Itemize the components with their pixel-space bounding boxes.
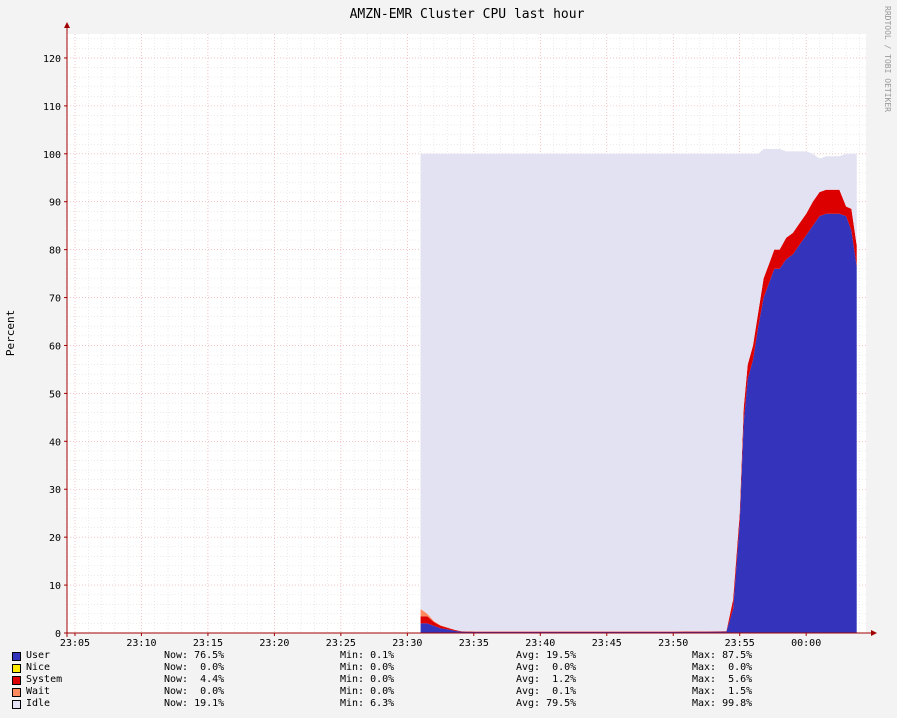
legend-avg-value: Avg: 0.0% [516, 662, 577, 673]
axes [64, 22, 877, 637]
legend-swatch [12, 676, 21, 685]
legend-now-value: Now: 0.0% [164, 662, 225, 673]
area-user [420, 213, 857, 633]
cpu-chart: AMZN-EMR Cluster CPU last hour RRDTOOL /… [4, 6, 892, 649]
legend-now-value: Now: 0.0% [164, 686, 225, 697]
legend-swatch [12, 664, 21, 673]
x-tick-label: 23:10 [126, 638, 156, 649]
x-tick-label: 23:50 [658, 638, 688, 649]
x-tick-labels: 23:05 23:10 23:15 23:20 23:25 23:30 23:35 23:40… [60, 638, 821, 649]
legend-avg-value: Avg: 1.2% [516, 674, 577, 685]
legend-series-name: User [26, 650, 51, 661]
x-tick-label: 23:40 [525, 638, 555, 649]
rrdtool-watermark: RRDTOOL / TOBI OETIKER [883, 6, 892, 112]
x-tick-label: 23:35 [459, 638, 489, 649]
legend-min-value: Min: 0.1% [340, 650, 395, 661]
x-tick-label: 23:25 [326, 638, 356, 649]
y-tick-label: 80 [49, 246, 61, 257]
legend-series-name: Nice [26, 662, 51, 673]
legend-swatch [12, 688, 21, 697]
legend-max-value: Max: 5.6% [692, 674, 753, 685]
legend-series-name: Wait [26, 686, 51, 697]
legend-min-value: Min: 0.0% [340, 674, 395, 685]
chart-title: AMZN-EMR Cluster CPU last hour [350, 7, 585, 22]
legend-row-system: System Now: 4.4% Min: 0.0% Avg: 1.2% Max: 5.… [0, 674, 897, 686]
y-tick-label: 110 [43, 102, 61, 113]
x-axis-arrow [871, 630, 877, 636]
legend-swatch [12, 700, 21, 709]
legend-avg-value: Avg: 0.1% [516, 686, 577, 697]
y-tick-label: 70 [49, 294, 61, 305]
legend-max-value: Max: 0.0% [692, 662, 753, 673]
legend-max-value: Max: 87.5% [692, 650, 753, 661]
area-idle [420, 149, 857, 632]
legend-min-value: Min: 6.3% [340, 698, 395, 709]
y-tick-labels: 0 10 20 30 40 50 60 70 80 90 100 110 120 [43, 54, 61, 640]
y-axis-label: Percent [4, 310, 17, 356]
x-tick-label: 23:20 [259, 638, 289, 649]
stacked-areas [420, 149, 857, 633]
legend-row-user: User Now: 76.5% Min: 0.1% Avg: 19.5% Max: 87… [0, 650, 897, 662]
x-tick-label: 23:05 [60, 638, 90, 649]
x-tick-label: 00:00 [791, 638, 821, 649]
legend-min-value: Min: 0.0% [340, 686, 395, 697]
legend-avg-value: Avg: 19.5% [516, 650, 577, 661]
y-tick-label: 0 [55, 629, 61, 640]
legend-now-value: Now: 4.4% [164, 674, 225, 685]
x-tick-label: 23:55 [725, 638, 755, 649]
legend-swatch [12, 652, 21, 661]
y-tick-label: 10 [49, 581, 61, 592]
legend-now-value: Now: 76.5% [164, 650, 225, 661]
legend-series-name: Idle [26, 698, 51, 709]
x-tick-label: 23:30 [392, 638, 422, 649]
legend-avg-value: Avg: 79.5% [516, 698, 577, 709]
legend-min-value: Min: 0.0% [340, 662, 395, 673]
legend-row-wait: Wait Now: 0.0% Min: 0.0% Avg: 0.1% Max: 1.5% [0, 686, 897, 698]
y-tick-label: 60 [49, 341, 61, 352]
y-tick-label: 30 [49, 485, 61, 496]
y-tick-label: 100 [43, 150, 61, 161]
legend-max-value: Max: 99.8% [692, 698, 753, 709]
x-tick-label: 23:15 [193, 638, 223, 649]
y-tick-label: 120 [43, 54, 61, 65]
y-tick-label: 50 [49, 389, 61, 400]
y-tick-label: 20 [49, 533, 61, 544]
legend-max-value: Max: 1.5% [692, 686, 753, 697]
y-tick-label: 90 [49, 198, 61, 209]
legend-row-nice: Nice Now: 0.0% Min: 0.0% Avg: 0.0% Max: 0.0% [0, 662, 897, 674]
x-tick-label: 23:45 [592, 638, 622, 649]
y-tick-label: 40 [49, 437, 61, 448]
y-axis-arrow [64, 22, 70, 28]
legend-now-value: Now: 19.1% [164, 698, 225, 709]
legend-row-idle: Idle Now: 19.1% Min: 6.3% Avg: 79.5% Max: 99… [0, 698, 897, 710]
legend-series-name: System [26, 674, 63, 685]
